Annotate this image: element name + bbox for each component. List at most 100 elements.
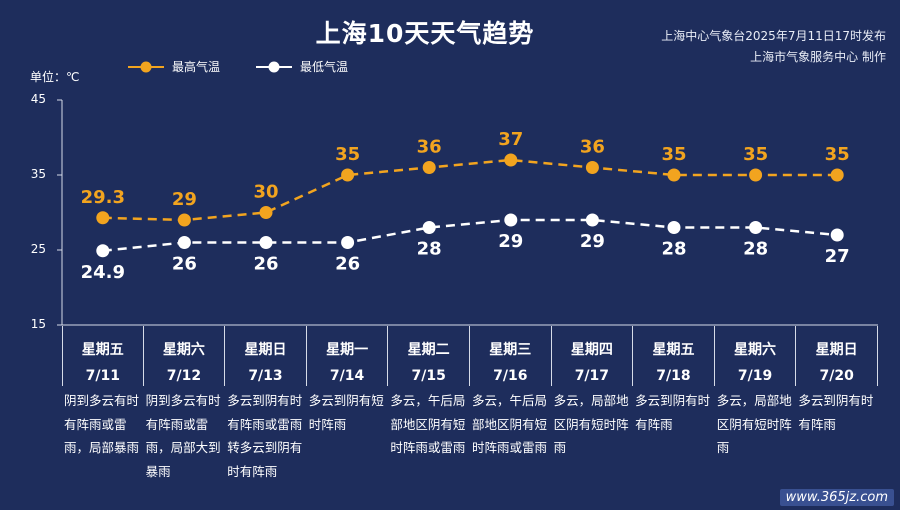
unit-label: 单位：℃: [30, 70, 80, 84]
chart-title: 上海10天天气趋势: [315, 19, 535, 48]
low-temp-label: 26: [253, 254, 278, 275]
high-temp-label: 35: [661, 144, 686, 165]
low-temp-label: 28: [661, 239, 686, 260]
weekday-label: 星期一: [326, 342, 369, 358]
low-temp-point: [585, 213, 599, 227]
forecast-description: 多云到阴有时有阵雨: [798, 393, 874, 432]
y-tick-label: 35: [30, 167, 46, 181]
low-temp-label: 29: [498, 231, 523, 252]
weekday-label: 星期日: [815, 342, 858, 358]
high-temp-label: 35: [825, 144, 850, 165]
date-label: 7/16: [493, 368, 528, 384]
legend-high-label: 最高气温: [172, 60, 221, 74]
forecast-description: 多云，局部地区阴有短时阵雨: [716, 393, 792, 455]
forecast-description-row: 阴到多云有时有阵雨或雷雨，局部暴雨 阴到多云有时有阵雨或雷雨，局部大到暴雨 多云…: [62, 389, 878, 483]
low-temp-point: [422, 221, 436, 234]
day-header-row: 星期五 7/11 星期六 7/12 星期日 7/13 星期一 7/14 星期二 7/15 …: [62, 326, 878, 386]
watermark: www.365jz.com: [779, 489, 894, 506]
day-cell: 星期一 7/14: [307, 326, 389, 386]
date-label: 7/13: [248, 368, 283, 384]
day-cell: 星期日 7/13: [225, 326, 307, 386]
high-temp-point: [96, 211, 110, 225]
low-temp-point: [177, 236, 191, 249]
high-temp-label: 35: [743, 144, 768, 165]
high-temp-point: [341, 168, 355, 182]
day-cell: 星期五 7/18: [633, 326, 715, 386]
forecast-description: 阴到多云有时有阵雨或雷雨，局部大到暴雨: [145, 393, 221, 479]
high-temp-point: [177, 213, 191, 227]
weekday-label: 星期五: [81, 342, 124, 358]
low-temp-point: [96, 244, 110, 258]
low-temp-label: 29: [580, 231, 605, 252]
high-temp-label: 30: [253, 182, 278, 203]
low-temp-label: 28: [417, 239, 442, 260]
forecast-description: 多云，午后局部地区阴有短时阵雨或雷雨: [471, 393, 547, 455]
legend-high: 最高气温: [128, 58, 220, 75]
low-temp-point: [504, 213, 518, 227]
day-cell: 星期四 7/17: [552, 326, 634, 386]
low-temp-point: [830, 228, 844, 242]
weekday-label: 星期五: [652, 342, 695, 358]
weekday-label: 星期二: [407, 342, 450, 358]
weekday-label: 星期日: [244, 342, 287, 358]
high-temp-label: 29: [172, 189, 197, 210]
forecast-description: 多云到阴有短时阵雨: [308, 393, 384, 432]
date-label: 7/14: [329, 368, 365, 384]
forecast-description: 多云，局部地区阴有短时阵雨: [553, 393, 629, 455]
date-label: 7/20: [819, 368, 854, 384]
low-temp-line: [102, 218, 838, 253]
high-temp-line: [102, 158, 838, 222]
forecast-description: 多云，午后局部地区阴有短时阵雨或雷雨: [390, 393, 466, 455]
low-temp-point: [259, 236, 273, 249]
day-cell: 星期日 7/20: [796, 326, 878, 386]
legend-low-label: 最低气温: [300, 60, 349, 74]
forecast-description: 多云到阴有时有阵雨: [635, 393, 711, 432]
high-temp-point: [830, 168, 844, 182]
producer-line: 上海市气象服务中心 制作: [750, 50, 886, 64]
high-temp-label: 36: [417, 137, 442, 158]
y-tick-label: 45: [30, 92, 46, 106]
low-temp-label: 26: [172, 254, 197, 275]
forecast-description: 阴到多云有时有阵雨或雷雨，局部暴雨: [64, 393, 140, 455]
legend-high-marker-icon: [128, 61, 164, 72]
high-temp-point: [749, 168, 763, 182]
day-cell: 星期六 7/19: [715, 326, 797, 386]
high-temp-label: 36: [580, 137, 605, 158]
date-label: 7/17: [574, 368, 610, 384]
date-label: 7/18: [656, 368, 691, 384]
day-cell: 星期三 7/16: [470, 326, 552, 386]
date-label: 7/11: [85, 368, 120, 384]
y-tick-label: 15: [30, 317, 46, 331]
weekday-label: 星期三: [489, 342, 532, 358]
high-temp-point: [667, 168, 681, 182]
high-temp-point: [422, 161, 436, 174]
weekday-label: 星期四: [570, 342, 613, 358]
high-temp-point: [504, 153, 518, 167]
issuer-line: 上海中心气象台2025年7月11日17时发布: [661, 29, 886, 43]
day-cell: 星期五 7/11: [62, 326, 144, 386]
legend-low-marker-icon: [256, 61, 292, 72]
low-temp-label: 27: [825, 246, 850, 267]
weekday-label: 星期六: [734, 342, 777, 358]
high-temp-label: 37: [498, 129, 523, 150]
low-temp-point: [667, 221, 681, 234]
high-temp-label: 35: [335, 144, 360, 165]
day-cell: 星期六 7/12: [144, 326, 226, 386]
low-temp-label: 26: [335, 254, 360, 275]
low-temp-point: [749, 221, 763, 234]
legend-low: 最低气温: [256, 58, 348, 75]
date-label: 7/15: [411, 368, 446, 384]
date-label: 7/12: [166, 368, 202, 384]
weekday-label: 星期六: [162, 342, 205, 358]
low-temp-label: 28: [743, 239, 768, 260]
high-temp-label: 29.3: [81, 187, 125, 208]
forecast-description: 多云到阴有时有阵雨或雷雨转多云到阴有时有阵雨: [227, 393, 303, 479]
high-temp-point: [259, 206, 273, 219]
low-temp-point: [341, 236, 355, 249]
date-label: 7/19: [737, 368, 773, 384]
low-temp-label: 24.9: [81, 262, 125, 283]
day-cell: 星期二 7/15: [388, 326, 470, 386]
y-tick-label: 25: [30, 242, 46, 256]
high-temp-point: [585, 161, 599, 174]
